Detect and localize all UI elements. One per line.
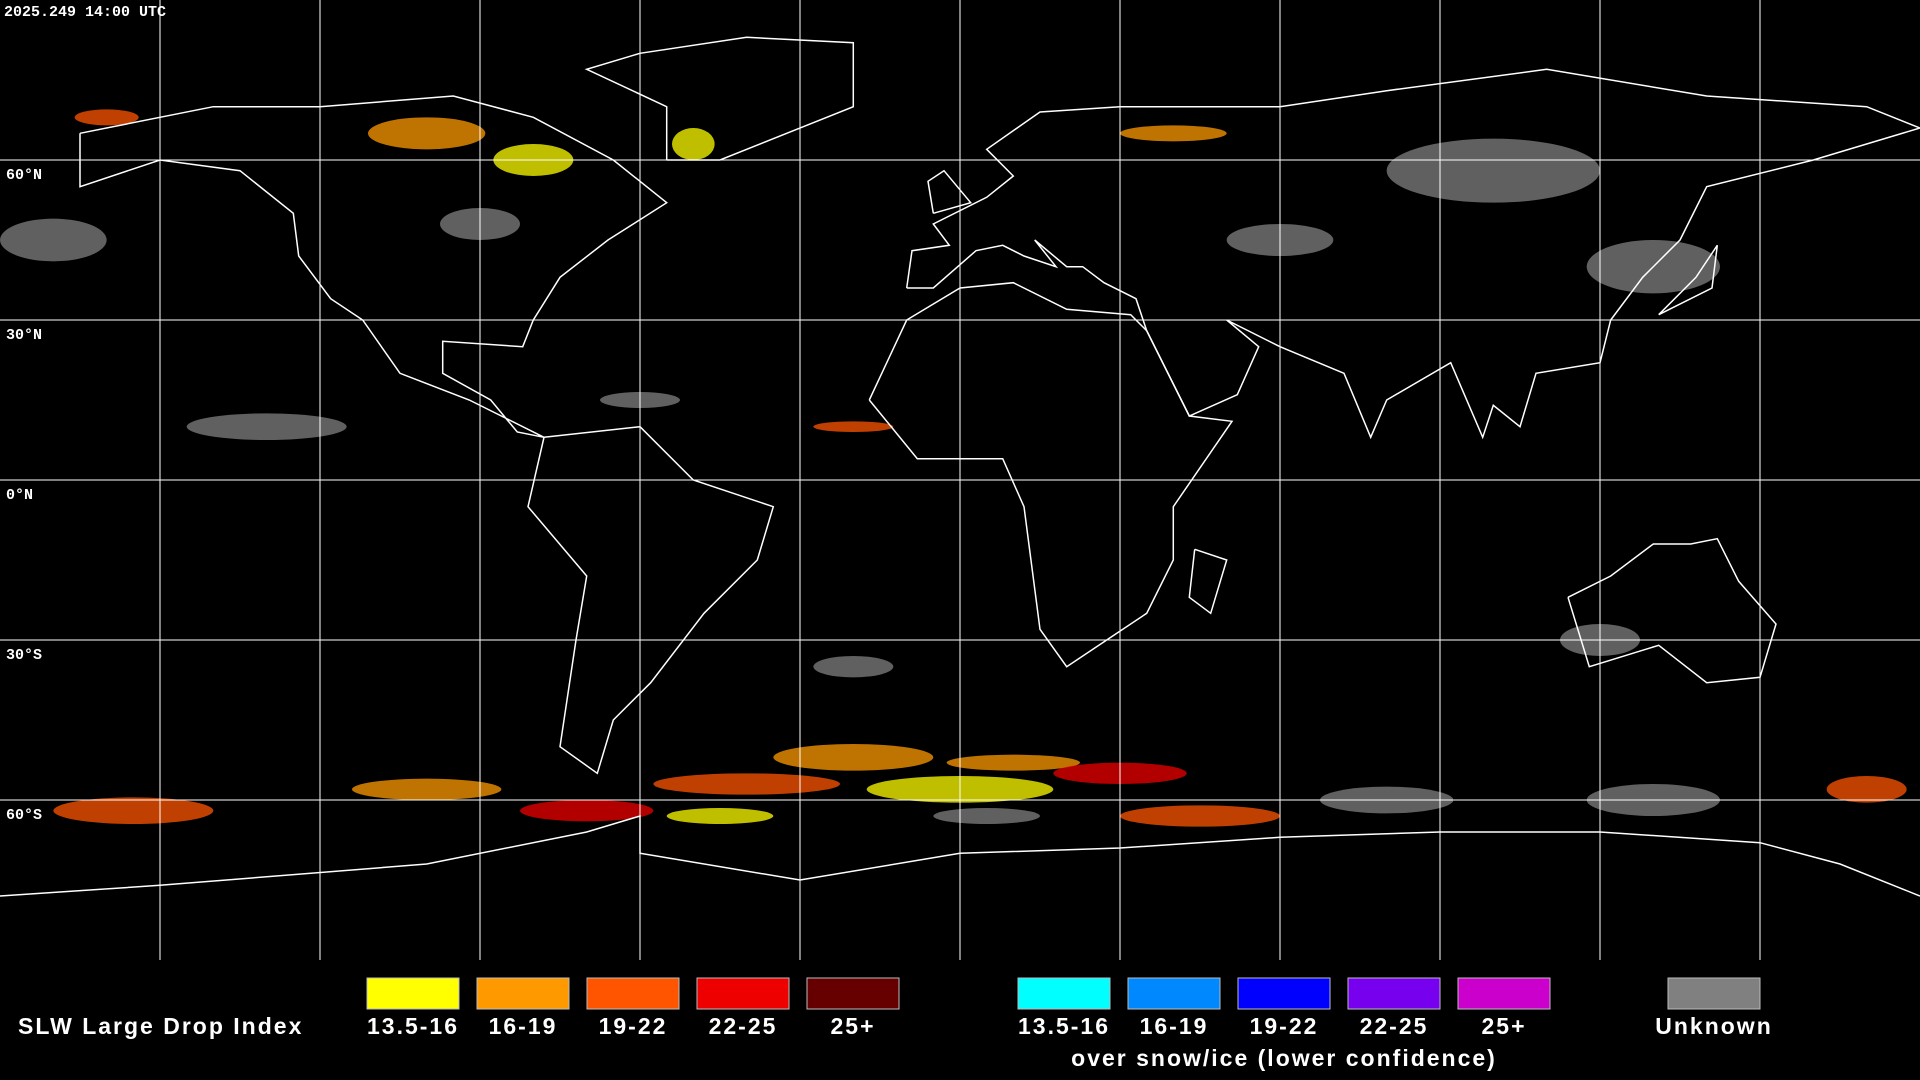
legend-label: 13.5-16 bbox=[367, 1013, 459, 1039]
coastline bbox=[527, 425, 775, 775]
legend-swatch bbox=[696, 977, 790, 1010]
legend-label: 22-25 bbox=[709, 1013, 778, 1039]
legend-label: 22-25 bbox=[1360, 1013, 1429, 1039]
legend-label: 16-19 bbox=[1140, 1013, 1209, 1039]
cloud-patch bbox=[672, 128, 715, 160]
legend-swatch bbox=[1127, 977, 1221, 1010]
cloud-patch bbox=[520, 800, 654, 822]
coastline bbox=[905, 68, 1920, 440]
legend-swatch bbox=[1237, 977, 1331, 1010]
cloud-patch bbox=[653, 773, 841, 795]
legend-label: Unknown bbox=[1655, 1013, 1773, 1039]
latitude-labels: 60°N 30°N 0°N 30°S 60°S bbox=[6, 167, 42, 824]
cloud-patch bbox=[1386, 138, 1601, 203]
snow-ice-note: over snow/ice (lower confidence) bbox=[1071, 1045, 1497, 1071]
cloud-patch bbox=[773, 744, 934, 771]
cloud-patch bbox=[352, 778, 502, 800]
legend-label: 25+ bbox=[1481, 1013, 1526, 1039]
latitude-label: 60°S bbox=[6, 807, 42, 824]
legend-swatch bbox=[1347, 977, 1441, 1010]
latitude-label: 30°N bbox=[6, 327, 42, 344]
coastline bbox=[1658, 244, 1719, 316]
cloud-patch bbox=[368, 117, 486, 150]
latitude-label: 60°N bbox=[6, 167, 42, 184]
cloud-patches bbox=[0, 109, 1907, 827]
legend-label: 25+ bbox=[830, 1013, 875, 1039]
latitude-label: 0°N bbox=[6, 487, 33, 504]
legend: 13.5-16 16-19 19-22 22-25 25+ 13.5-16 16-19 19-… bbox=[366, 977, 1773, 1039]
legend-label: 13.5-16 bbox=[1018, 1013, 1110, 1039]
legend-swatch bbox=[586, 977, 680, 1010]
legend-swatch bbox=[1457, 977, 1551, 1010]
legend-swatch bbox=[476, 977, 570, 1010]
coastline bbox=[1567, 537, 1777, 684]
cloud-patch bbox=[53, 797, 214, 825]
cloud-patch bbox=[1120, 805, 1280, 827]
coastline bbox=[927, 169, 973, 215]
cloud-patch bbox=[0, 218, 107, 262]
legend-label: 19-22 bbox=[1250, 1013, 1319, 1039]
coastline bbox=[79, 95, 668, 439]
legend-swatch bbox=[366, 977, 460, 1010]
legend-label: 16-19 bbox=[489, 1013, 558, 1039]
cloud-patch bbox=[74, 109, 139, 126]
legend-swatch bbox=[1017, 977, 1111, 1010]
cloud-patch bbox=[1826, 776, 1907, 803]
coastline bbox=[1188, 548, 1228, 615]
legend-label: 19-22 bbox=[599, 1013, 668, 1039]
legend-swatch bbox=[1667, 977, 1761, 1010]
legend-swatch bbox=[806, 977, 900, 1010]
cloud-patch bbox=[1120, 125, 1227, 142]
legend-title: SLW Large Drop Index bbox=[18, 1013, 303, 1039]
coastline bbox=[868, 281, 1234, 668]
latitude-label: 30°S bbox=[6, 647, 42, 664]
cloud-patch bbox=[813, 421, 894, 432]
cloud-patch bbox=[813, 656, 894, 678]
cloud-patch bbox=[666, 808, 774, 824]
cloud-patch bbox=[933, 808, 1040, 824]
cloud-patch bbox=[186, 413, 347, 440]
cloud-patch bbox=[946, 754, 1080, 771]
timestamp: 2025.249 14:00 UTC bbox=[4, 4, 166, 21]
graticule bbox=[0, 0, 1920, 960]
